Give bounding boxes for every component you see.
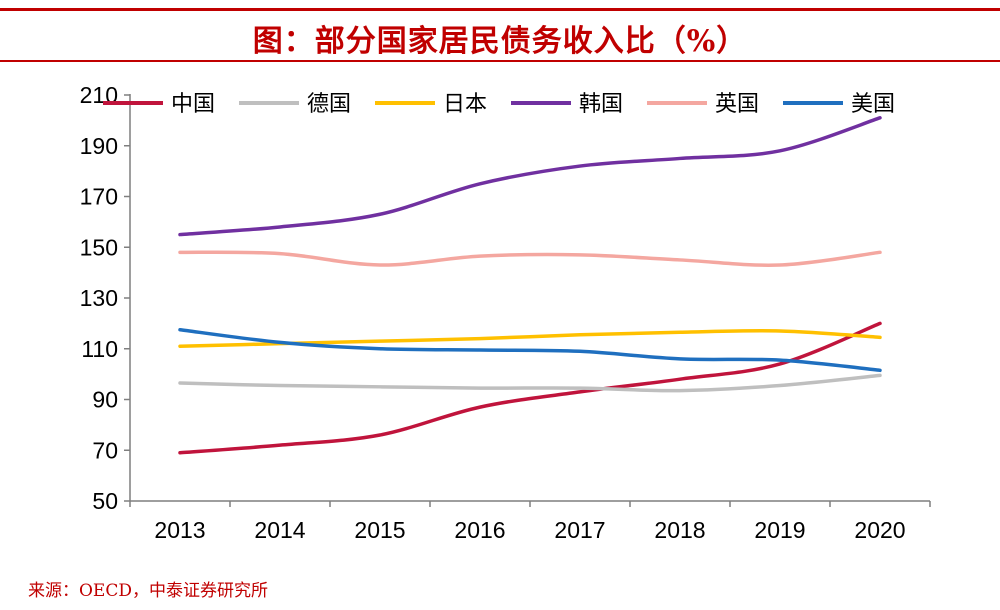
y-tick-label: 90 xyxy=(92,387,118,413)
x-tick-label: 2013 xyxy=(154,517,205,543)
y-tick-label: 50 xyxy=(92,488,118,514)
x-ticks: 2013 2014 2015 2016 2017 2018 2019 2020 xyxy=(129,501,931,543)
top-rule xyxy=(0,8,1000,11)
legend-label: 中国 xyxy=(171,92,215,117)
y-tick-label: 190 xyxy=(80,133,118,159)
series-line-中国 xyxy=(178,321,882,455)
series-line-英国 xyxy=(178,250,882,267)
chart-title: 图：部分国家居民债务收入比（%） xyxy=(252,24,748,59)
x-tick-label: 2016 xyxy=(454,517,505,543)
legend-label: 英国 xyxy=(715,92,759,117)
y-tick-label: 110 xyxy=(81,336,118,362)
x-tick-label: 2015 xyxy=(354,517,405,543)
legend-label: 美国 xyxy=(851,92,895,117)
series-lines xyxy=(178,116,882,455)
x-tick-label: 2017 xyxy=(554,517,605,543)
x-tick-label: 2014 xyxy=(254,517,305,543)
legend: 中国 德国 日本 韩国 英国 美国 xyxy=(103,92,895,117)
series-line-美国 xyxy=(178,327,882,373)
legend-label: 德国 xyxy=(307,92,351,117)
title-rule xyxy=(0,60,1000,62)
x-tick-label: 2018 xyxy=(654,517,705,543)
x-tick-label: 2020 xyxy=(854,517,905,543)
legend-label: 日本 xyxy=(443,92,487,117)
legend-label: 韩国 xyxy=(579,92,623,117)
series-line-德国 xyxy=(178,373,882,393)
y-tick-label: 130 xyxy=(80,285,118,311)
series-line-韩国 xyxy=(178,116,882,237)
y-tick-label: 150 xyxy=(80,234,118,260)
x-tick-label: 2019 xyxy=(754,517,805,543)
source-note: 来源：OECD，中泰证券研究所 xyxy=(28,581,268,601)
y-tick-label: 70 xyxy=(92,437,118,463)
y-tick-label: 170 xyxy=(80,184,118,210)
